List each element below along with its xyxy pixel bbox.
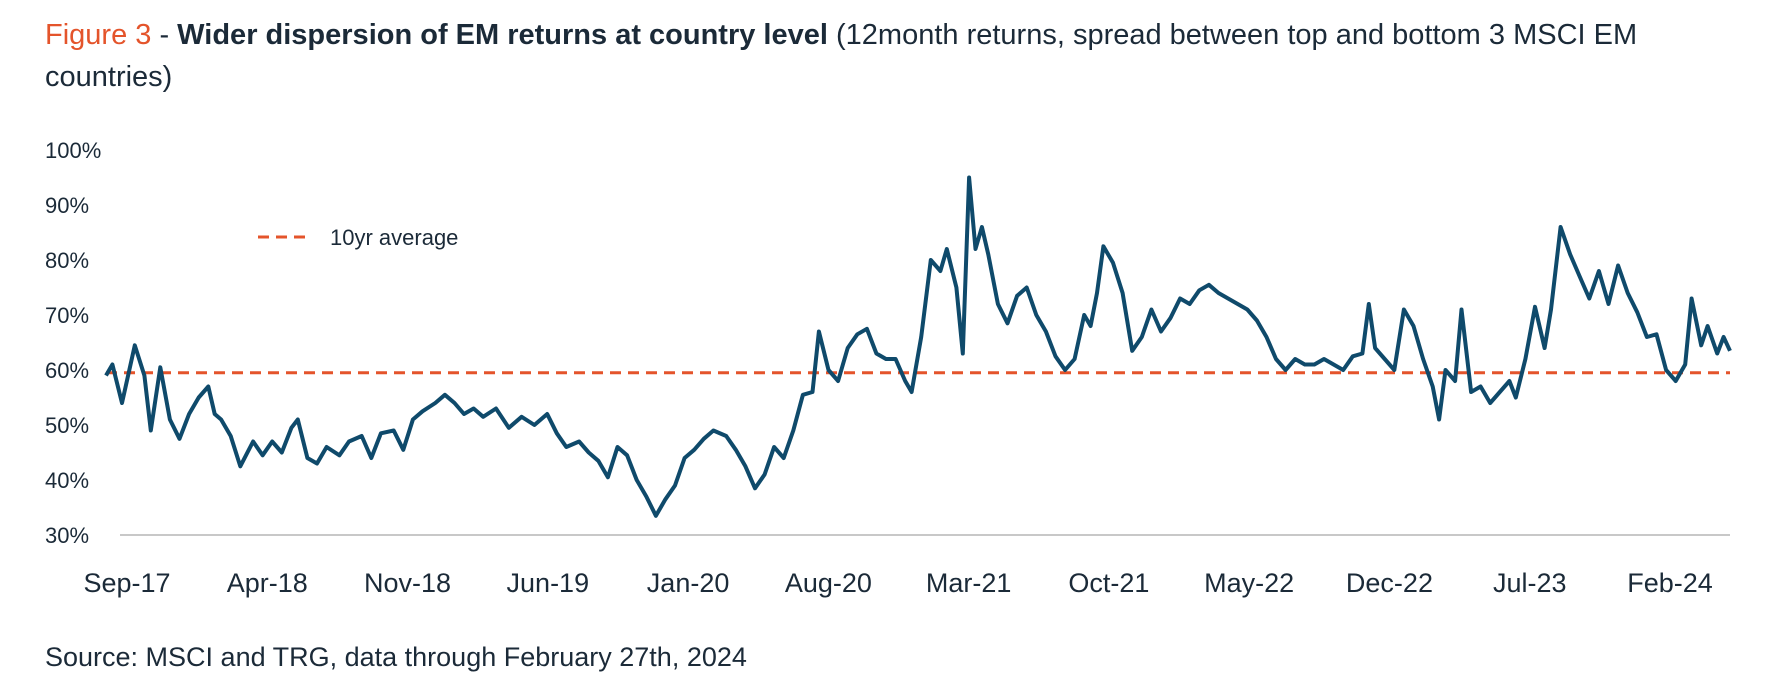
x-tick-label: Mar-21 — [926, 568, 1012, 598]
legend: 10yr average — [258, 225, 458, 250]
chart-title: Wider dispersion of EM returns at countr… — [177, 19, 828, 51]
y-tick-label: 30% — [45, 523, 89, 548]
y-tick-label: 80% — [45, 248, 89, 273]
x-tick-label: Jun-19 — [507, 568, 590, 598]
y-axis-ticks: 30% 40% 50% 60% 70% 80% 90% 100% — [45, 138, 101, 548]
x-tick-label: Sep-17 — [83, 568, 170, 598]
source-note: Source: MSCI and TRG, data through Febru… — [45, 642, 747, 672]
x-tick-label: Apr-18 — [227, 568, 308, 598]
x-axis-ticks: Sep-17 Apr-18 Nov-18 Jun-19 Jan-20 Aug-20 Mar-… — [83, 568, 1712, 598]
y-tick-label: 50% — [45, 413, 89, 438]
chart-subtitle: (12month returns, spread between top and… — [45, 19, 1638, 93]
x-tick-label: Aug-20 — [785, 568, 872, 598]
y-tick-label: 90% — [45, 193, 89, 218]
figure-label: Figure 3 — [45, 19, 152, 51]
title-separator: - — [151, 19, 178, 51]
y-tick-label: 70% — [45, 303, 89, 328]
x-tick-label: Jul-23 — [1493, 568, 1567, 598]
y-tick-label: 60% — [45, 358, 89, 383]
legend-label-10yr-average: 10yr average — [330, 225, 458, 250]
series-line — [104, 175, 1732, 518]
chart-title-block: Figure 3 - Wider dispersion of EM return… — [45, 14, 1735, 98]
x-tick-label: Dec-22 — [1346, 568, 1433, 598]
line-chart: 30% 40% 50% 60% 70% 80% 90% 100% Sep-17 Apr-18 No… — [45, 138, 1732, 598]
y-tick-label: 100% — [45, 138, 101, 163]
x-tick-label: May-22 — [1204, 568, 1294, 598]
x-tick-label: Nov-18 — [364, 568, 451, 598]
x-tick-label: Oct-21 — [1068, 568, 1149, 598]
y-tick-label: 40% — [45, 468, 89, 493]
x-tick-label: Jan-20 — [647, 568, 730, 598]
x-tick-label: Feb-24 — [1627, 568, 1713, 598]
